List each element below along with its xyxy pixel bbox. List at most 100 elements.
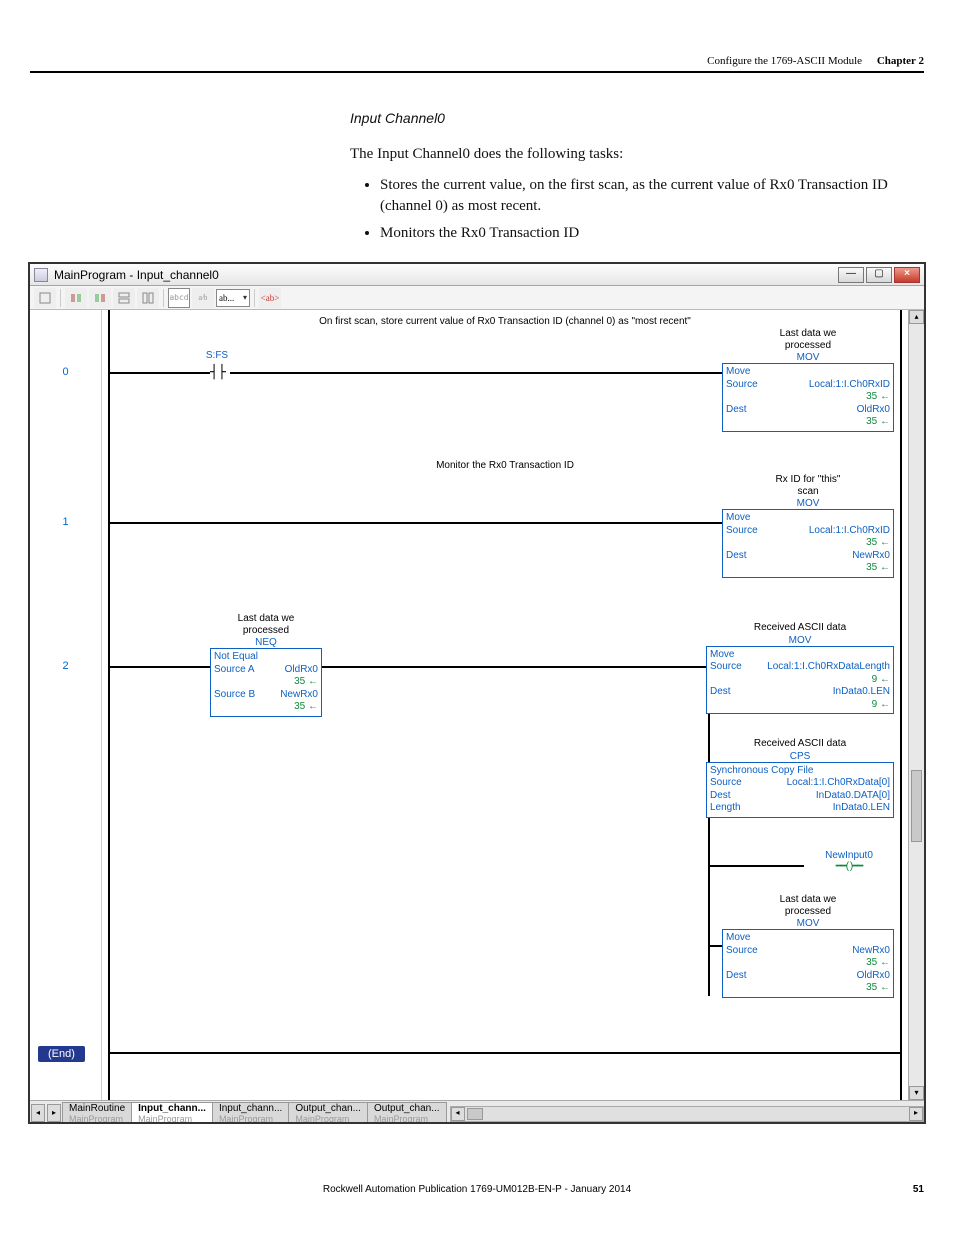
instr-comment: Last data we processed — [722, 894, 894, 917]
tab-sublabel: MainProgram — [219, 1115, 282, 1123]
instr-mnemonic: NEQ — [210, 637, 322, 648]
hscroll-thumb[interactable] — [467, 1108, 483, 1120]
toolbar-icon[interactable] — [65, 288, 87, 308]
wire — [230, 372, 722, 374]
instr-comment: Rx ID for "this" scan — [722, 474, 894, 497]
toolbar-dropdown-label: ab... — [219, 293, 234, 303]
coil-label: NewInput0 — [804, 850, 894, 861]
routine-tab[interactable]: MainRoutine MainProgram — [62, 1102, 132, 1122]
mov-instruction[interactable]: Last data we processed MOV Move SourceLo… — [722, 328, 894, 432]
wire — [110, 522, 722, 524]
intro-bullet: Stores the current value, on the first s… — [380, 175, 914, 217]
routine-tab[interactable]: Output_chan... MainProgram — [367, 1102, 447, 1122]
window-icon — [34, 268, 48, 282]
instr-name: Move — [726, 932, 890, 945]
wire — [322, 666, 708, 668]
rung-gutter: 0 1 2 (End) — [30, 310, 102, 1100]
instr-name: Move — [710, 649, 890, 662]
toolbar-icon[interactable]: a⁄b — [192, 288, 214, 308]
instr-mnemonic: MOV — [706, 635, 894, 646]
rung-comment: Monitor the Rx0 Transaction ID — [102, 460, 908, 471]
ladder-canvas[interactable]: On first scan, store current value of Rx… — [102, 310, 908, 1100]
wire — [110, 1052, 900, 1054]
cps-instruction[interactable]: Received ASCII data CPS Synchronous Copy… — [706, 738, 894, 818]
rung-number[interactable]: 1 — [30, 516, 101, 528]
rung-number[interactable]: 2 — [30, 660, 101, 672]
close-button[interactable]: × — [894, 267, 920, 283]
mov-instruction[interactable]: Rx ID for "this" scan MOV Move SourceLoc… — [722, 474, 894, 578]
rung-number[interactable]: 0 — [30, 366, 101, 378]
toolbar-icon[interactable] — [137, 288, 159, 308]
instr-mnemonic: CPS — [706, 751, 894, 762]
tab-scroll-left[interactable]: ◂ — [31, 1104, 45, 1122]
instr-name: Move — [726, 366, 890, 379]
minimize-button[interactable]: — — [838, 267, 864, 283]
toolbar-icon[interactable] — [34, 288, 56, 308]
ladder-window: MainProgram - Input_channel0 — ▢ × abcd … — [28, 262, 926, 1124]
window-title: MainProgram - Input_channel0 — [54, 268, 838, 282]
page-number: 51 — [913, 1184, 924, 1195]
routine-tab[interactable]: Input_chann... MainProgram — [131, 1102, 213, 1122]
scroll-up-arrow[interactable]: ▴ — [909, 310, 924, 324]
toolbar-tag-icon[interactable]: <ab> — [259, 288, 281, 308]
instr-comment: Last data we processed — [722, 328, 894, 351]
toolbar: abcd a⁄b ab... <ab> — [30, 286, 924, 310]
toolbar-abcd-icon[interactable]: abcd — [168, 288, 190, 308]
toolbar-dropdown[interactable]: ab... — [216, 289, 250, 307]
hscroll-right-arrow[interactable]: ▸ — [909, 1107, 923, 1121]
coil-symbol: ━━( )━━ — [804, 861, 894, 872]
instr-mnemonic: MOV — [722, 352, 894, 363]
tab-label: Output_chan... — [295, 1103, 361, 1114]
vertical-scrollbar[interactable]: ▴ ▾ — [908, 310, 924, 1100]
mov-instruction[interactable]: Received ASCII data MOV Move SourceLocal… — [706, 622, 894, 714]
header-chapter: Chapter 2 — [877, 55, 924, 67]
routine-tabstrip: ◂ ▸ MainRoutine MainProgram Input_chann.… — [30, 1100, 924, 1122]
rung-end: (End) — [38, 1046, 85, 1062]
contact-label: S:FS — [192, 350, 242, 361]
tab-scroll-right[interactable]: ▸ — [47, 1104, 61, 1122]
page-header: Configure the 1769-ASCII Module Chapter … — [30, 55, 924, 73]
routine-tab[interactable]: Input_chann... MainProgram — [212, 1102, 289, 1122]
instr-mnemonic: MOV — [722, 498, 894, 509]
instr-name: Not Equal — [214, 651, 318, 664]
tab-label: MainRoutine — [69, 1103, 125, 1114]
title-bar[interactable]: MainProgram - Input_channel0 — ▢ × — [30, 264, 924, 286]
hscroll-left-arrow[interactable]: ◂ — [451, 1107, 465, 1121]
neq-instruction[interactable]: Last data we processed NEQ Not Equal Sou… — [210, 613, 322, 717]
tab-sublabel: MainProgram — [138, 1115, 206, 1123]
toolbar-icon[interactable] — [89, 288, 111, 308]
toolbar-icon[interactable] — [113, 288, 135, 308]
routine-tab[interactable]: Output_chan... MainProgram — [288, 1102, 368, 1122]
wire — [710, 945, 722, 947]
right-rail — [900, 310, 902, 1100]
left-rail — [108, 310, 110, 1100]
wire — [110, 372, 210, 374]
horizontal-scrollbar[interactable]: ◂ ▸ — [450, 1106, 924, 1122]
instr-comment: Received ASCII data — [706, 738, 894, 750]
tab-label: Input_chann... — [219, 1103, 282, 1114]
tab-sublabel: MainProgram — [69, 1115, 125, 1123]
instr-mnemonic: MOV — [722, 918, 894, 929]
wire — [708, 865, 804, 867]
page-footer: Rockwell Automation Publication 1769-UM0… — [30, 1184, 924, 1195]
editor-area: 0 1 2 (End) On first scan, store current… — [30, 310, 924, 1100]
tab-label: Input_chann... — [138, 1103, 206, 1114]
instr-name: Synchronous Copy File — [710, 765, 890, 778]
ote-coil[interactable]: NewInput0 ━━( )━━ — [804, 850, 894, 872]
header-section: Configure the 1769-ASCII Module — [707, 55, 862, 67]
scroll-thumb[interactable] — [911, 770, 922, 842]
instr-comment: Last data we processed — [210, 613, 322, 636]
maximize-button[interactable]: ▢ — [866, 267, 892, 283]
instr-name: Move — [726, 512, 890, 525]
instr-comment: Received ASCII data — [706, 622, 894, 634]
mov-instruction[interactable]: Last data we processed MOV Move SourceNe… — [722, 894, 894, 998]
wire — [110, 666, 210, 668]
rung-comment: On first scan, store current value of Rx… — [102, 316, 908, 327]
footer-publication: Rockwell Automation Publication 1769-UM0… — [30, 1184, 924, 1195]
intro-heading: Input Channel0 — [350, 110, 914, 126]
scroll-down-arrow[interactable]: ▾ — [909, 1086, 924, 1100]
intro-para: The Input Channel0 does the following ta… — [350, 144, 914, 165]
tab-sublabel: MainProgram — [295, 1115, 361, 1123]
intro-bullet: Monitors the Rx0 Transaction ID — [380, 223, 914, 244]
tab-sublabel: MainProgram — [374, 1115, 440, 1123]
